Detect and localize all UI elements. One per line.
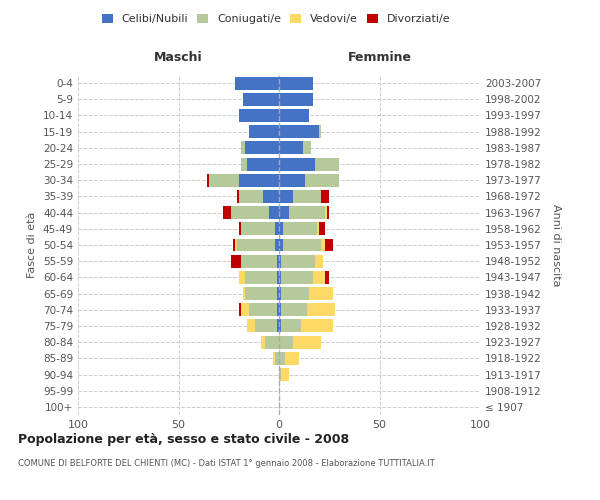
Bar [249, 304, 277, 316]
Bar [281, 368, 289, 381]
Bar [233, 238, 235, 252]
Text: Femmine: Femmine [347, 50, 412, 64]
Bar [275, 238, 279, 252]
Bar [327, 206, 329, 219]
Bar [245, 142, 279, 154]
Bar [235, 238, 237, 252]
Bar [269, 206, 279, 219]
Bar [245, 287, 277, 300]
Bar [315, 158, 340, 170]
Bar [325, 206, 327, 219]
Bar [325, 238, 333, 252]
Bar [239, 190, 263, 203]
Bar [305, 174, 340, 186]
Bar [245, 271, 277, 284]
Bar [313, 271, 325, 284]
Bar [223, 206, 231, 219]
Bar [279, 271, 281, 284]
Bar [317, 222, 319, 235]
Bar [277, 304, 279, 316]
Y-axis label: Anni di nascita: Anni di nascita [551, 204, 561, 286]
Bar [293, 190, 321, 203]
Bar [321, 190, 329, 203]
Bar [237, 238, 275, 252]
Bar [209, 174, 239, 186]
Bar [289, 206, 325, 219]
Bar [281, 254, 315, 268]
Bar [241, 222, 275, 235]
Bar [279, 125, 319, 138]
Bar [255, 320, 277, 332]
Bar [279, 142, 303, 154]
Text: COMUNE DI BELFORTE DEL CHIENTI (MC) - Dati ISTAT 1° gennaio 2008 - Elaborazione : COMUNE DI BELFORTE DEL CHIENTI (MC) - Da… [18, 458, 435, 468]
Bar [263, 190, 279, 203]
Bar [239, 271, 245, 284]
Bar [231, 254, 241, 268]
Bar [281, 271, 313, 284]
Bar [241, 254, 277, 268]
Bar [279, 190, 293, 203]
Bar [279, 238, 283, 252]
Bar [206, 174, 209, 186]
Bar [277, 254, 279, 268]
Text: Maschi: Maschi [154, 50, 203, 64]
Bar [279, 206, 289, 219]
Bar [243, 93, 279, 106]
Y-axis label: Fasce di età: Fasce di età [28, 212, 37, 278]
Bar [239, 222, 241, 235]
Bar [241, 142, 245, 154]
Bar [281, 320, 301, 332]
Bar [319, 222, 325, 235]
Bar [277, 271, 279, 284]
Bar [241, 158, 247, 170]
Bar [279, 304, 281, 316]
Bar [285, 352, 299, 365]
Bar [279, 336, 293, 348]
Bar [283, 222, 317, 235]
Bar [321, 238, 325, 252]
Bar [325, 271, 329, 284]
Bar [249, 125, 279, 138]
Bar [239, 174, 279, 186]
Bar [247, 158, 279, 170]
Bar [301, 320, 333, 332]
Bar [239, 304, 241, 316]
Bar [293, 336, 321, 348]
Bar [319, 125, 321, 138]
Bar [277, 287, 279, 300]
Legend: Celibi/Nubili, Coniugati/e, Vedovi/e, Divorziati/e: Celibi/Nubili, Coniugati/e, Vedovi/e, Di… [98, 10, 454, 28]
Bar [307, 304, 335, 316]
Bar [273, 352, 275, 365]
Bar [265, 336, 279, 348]
Bar [231, 206, 269, 219]
Bar [279, 368, 281, 381]
Bar [241, 304, 249, 316]
Bar [275, 352, 279, 365]
Bar [243, 287, 245, 300]
Bar [281, 287, 309, 300]
Bar [279, 254, 281, 268]
Bar [279, 320, 281, 332]
Bar [279, 93, 313, 106]
Bar [279, 109, 309, 122]
Bar [281, 304, 307, 316]
Bar [283, 238, 321, 252]
Bar [279, 287, 281, 300]
Text: Popolazione per età, sesso e stato civile - 2008: Popolazione per età, sesso e stato civil… [18, 432, 349, 446]
Bar [237, 190, 239, 203]
Bar [279, 352, 285, 365]
Bar [279, 174, 305, 186]
Bar [277, 320, 279, 332]
Bar [279, 158, 315, 170]
Bar [239, 109, 279, 122]
Bar [303, 142, 311, 154]
Bar [279, 76, 313, 90]
Bar [247, 320, 255, 332]
Bar [261, 336, 265, 348]
Bar [279, 222, 283, 235]
Bar [309, 287, 333, 300]
Bar [275, 222, 279, 235]
Bar [315, 254, 323, 268]
Bar [235, 76, 279, 90]
